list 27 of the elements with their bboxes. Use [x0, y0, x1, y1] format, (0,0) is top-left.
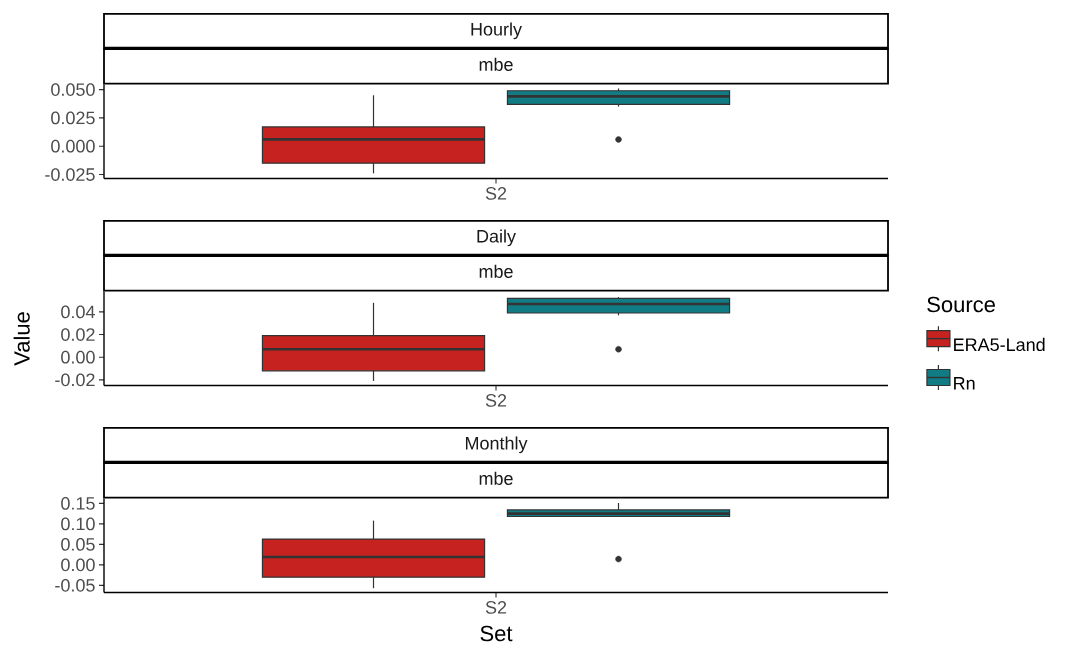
y-tick-label: 0.00: [61, 558, 95, 572]
legend-title: Source: [927, 296, 995, 313]
y-tick-label: 0.15: [61, 497, 95, 510]
y-tick-label: 0.02: [61, 328, 95, 341]
y-tick-label: 0.000: [51, 139, 95, 153]
chart-subtitle: mbe: [479, 264, 513, 278]
y-tick-label: 0.05: [61, 537, 95, 551]
y-tick-label: 0.025: [51, 111, 95, 125]
x-axis-title: Set: [480, 625, 513, 642]
y-axis-title: Value: [13, 312, 30, 366]
y-tick-label: 0.050: [51, 83, 95, 96]
x-tick-label: S2: [485, 187, 507, 200]
legend-label: Rn: [954, 377, 975, 390]
y-tick-label: 0.00: [61, 350, 95, 364]
x-tick-label: S2: [485, 394, 507, 407]
x-tick-label: S2: [485, 601, 507, 614]
chart-title: Hourly: [471, 22, 522, 40]
chart-title: Daily: [477, 229, 516, 247]
chart-subtitle: mbe: [479, 57, 513, 71]
y-tick-label: -0.025: [45, 168, 95, 181]
y-tick-label: -0.05: [55, 578, 95, 592]
y-tick-label: -0.02: [55, 373, 95, 387]
y-tick-label: 0.10: [61, 517, 95, 531]
chart-subtitle: mbe: [479, 471, 513, 485]
legend-label: ERA5-Land: [954, 337, 1045, 352]
chart-title: Monthly: [465, 436, 528, 454]
y-tick-label: 0.04: [61, 305, 95, 319]
